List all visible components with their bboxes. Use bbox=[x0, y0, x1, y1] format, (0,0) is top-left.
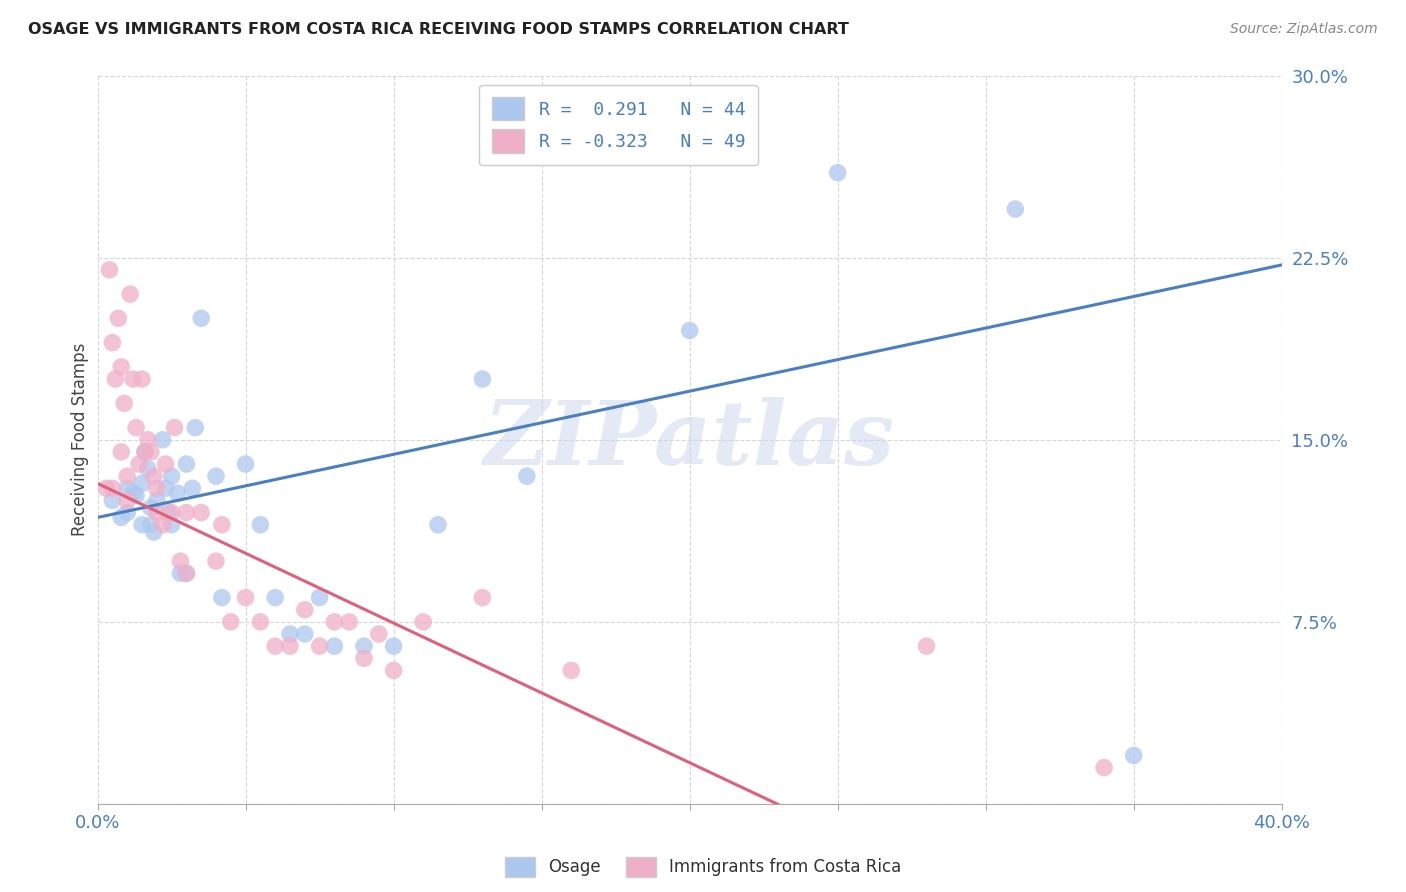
Point bbox=[471, 591, 494, 605]
Point bbox=[146, 506, 169, 520]
Point bbox=[560, 664, 582, 678]
Point bbox=[915, 639, 938, 653]
Point bbox=[176, 566, 198, 581]
Point bbox=[115, 506, 138, 520]
Point bbox=[471, 372, 494, 386]
Text: ZIPatlas: ZIPatlas bbox=[484, 397, 896, 483]
Point bbox=[294, 603, 316, 617]
Point bbox=[155, 457, 177, 471]
Point bbox=[294, 627, 316, 641]
Point bbox=[323, 615, 346, 629]
Point bbox=[160, 517, 183, 532]
Point bbox=[104, 372, 127, 386]
Y-axis label: Receiving Food Stamps: Receiving Food Stamps bbox=[72, 343, 89, 536]
Point bbox=[96, 481, 118, 495]
Point bbox=[176, 506, 198, 520]
Point bbox=[122, 372, 145, 386]
Point bbox=[211, 517, 233, 532]
Point bbox=[131, 476, 153, 491]
Point bbox=[308, 591, 330, 605]
Point bbox=[249, 615, 271, 629]
Point bbox=[308, 639, 330, 653]
Point bbox=[219, 615, 242, 629]
Point bbox=[136, 462, 159, 476]
Point bbox=[115, 469, 138, 483]
Point bbox=[205, 469, 228, 483]
Point bbox=[264, 591, 287, 605]
Point bbox=[211, 591, 233, 605]
Point bbox=[412, 615, 434, 629]
Point bbox=[110, 445, 132, 459]
Point bbox=[142, 469, 165, 483]
Point bbox=[146, 493, 169, 508]
Point bbox=[136, 433, 159, 447]
Point bbox=[139, 517, 162, 532]
Point bbox=[169, 566, 191, 581]
Point bbox=[323, 639, 346, 653]
Legend: R =  0.291   N = 44, R = -0.323   N = 49: R = 0.291 N = 44, R = -0.323 N = 49 bbox=[479, 85, 758, 165]
Point bbox=[181, 481, 204, 495]
Point bbox=[139, 445, 162, 459]
Point bbox=[134, 445, 156, 459]
Point bbox=[190, 311, 212, 326]
Point bbox=[160, 506, 183, 520]
Point bbox=[160, 469, 183, 483]
Point bbox=[249, 517, 271, 532]
Point bbox=[101, 481, 124, 495]
Point bbox=[516, 469, 538, 483]
Point bbox=[101, 493, 124, 508]
Point bbox=[278, 639, 301, 653]
Point bbox=[382, 664, 405, 678]
Point bbox=[184, 420, 207, 434]
Point bbox=[152, 517, 174, 532]
Point bbox=[176, 566, 198, 581]
Point bbox=[107, 311, 129, 326]
Point bbox=[142, 524, 165, 539]
Point bbox=[120, 287, 142, 301]
Point bbox=[122, 486, 145, 500]
Point bbox=[382, 639, 405, 653]
Point bbox=[427, 517, 450, 532]
Point bbox=[110, 510, 132, 524]
Point bbox=[131, 372, 153, 386]
Point bbox=[679, 323, 702, 337]
Point bbox=[205, 554, 228, 568]
Point bbox=[139, 500, 162, 515]
Point bbox=[1004, 202, 1026, 216]
Point bbox=[337, 615, 360, 629]
Point bbox=[353, 639, 375, 653]
Text: Source: ZipAtlas.com: Source: ZipAtlas.com bbox=[1230, 22, 1378, 37]
Point bbox=[190, 506, 212, 520]
Point bbox=[155, 481, 177, 495]
Point bbox=[152, 433, 174, 447]
Point bbox=[169, 554, 191, 568]
Point bbox=[1092, 760, 1115, 774]
Point bbox=[827, 166, 849, 180]
Point bbox=[115, 481, 138, 495]
Point bbox=[235, 591, 257, 605]
Point bbox=[163, 420, 186, 434]
Legend: Osage, Immigrants from Costa Rica: Osage, Immigrants from Costa Rica bbox=[498, 850, 908, 884]
Point bbox=[101, 335, 124, 350]
Point bbox=[353, 651, 375, 665]
Text: OSAGE VS IMMIGRANTS FROM COSTA RICA RECEIVING FOOD STAMPS CORRELATION CHART: OSAGE VS IMMIGRANTS FROM COSTA RICA RECE… bbox=[28, 22, 849, 37]
Point bbox=[1122, 748, 1144, 763]
Point bbox=[115, 493, 138, 508]
Point bbox=[367, 627, 389, 641]
Point bbox=[128, 457, 150, 471]
Point bbox=[134, 445, 156, 459]
Point bbox=[125, 420, 148, 434]
Point bbox=[176, 457, 198, 471]
Point bbox=[112, 396, 135, 410]
Point bbox=[166, 486, 188, 500]
Point bbox=[278, 627, 301, 641]
Point bbox=[110, 359, 132, 374]
Point bbox=[146, 481, 169, 495]
Point bbox=[235, 457, 257, 471]
Point bbox=[98, 262, 121, 277]
Point bbox=[264, 639, 287, 653]
Point bbox=[131, 517, 153, 532]
Point bbox=[157, 506, 180, 520]
Point bbox=[125, 489, 148, 503]
